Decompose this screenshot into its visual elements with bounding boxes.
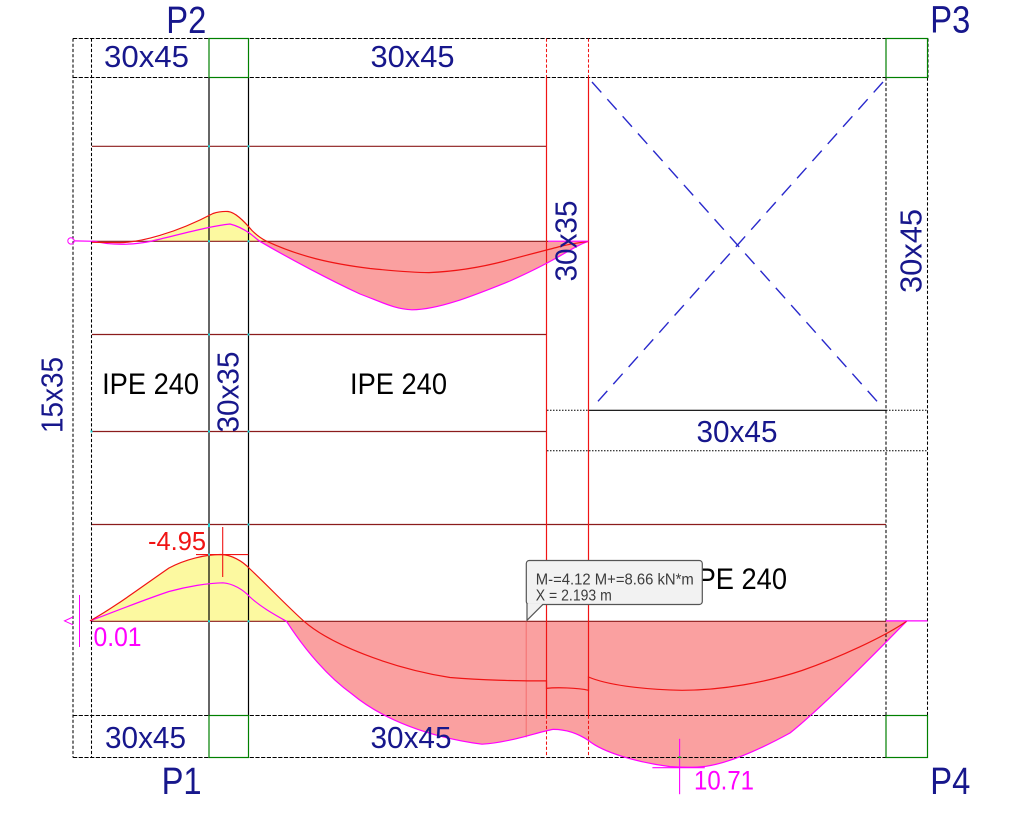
svg-text:15x35: 15x35 [35,357,70,433]
svg-text:IPE 240: IPE 240 [350,368,447,401]
svg-text:30x45: 30x45 [105,720,186,755]
svg-text:30x45: 30x45 [104,39,189,74]
svg-text:IPE 240: IPE 240 [102,368,199,401]
svg-text:0.01: 0.01 [94,622,142,652]
svg-text:30x45: 30x45 [697,414,778,449]
svg-text:30x35: 30x35 [549,201,584,282]
svg-text:30x35: 30x35 [211,352,246,433]
svg-text:-4.95: -4.95 [148,526,206,556]
svg-text:IPE 240: IPE 240 [690,563,787,596]
svg-text:P1: P1 [162,761,202,803]
svg-text:30x45: 30x45 [371,720,452,755]
svg-text:10.71: 10.71 [694,765,754,795]
svg-text:M-=4.12 M+=8.66 kN*m: M-=4.12 M+=8.66 kN*m [536,572,694,589]
svg-text:X = 2.193 m: X = 2.193 m [536,587,612,604]
svg-text:P3: P3 [930,0,970,42]
svg-text:30x45: 30x45 [894,209,929,293]
svg-text:P2: P2 [166,0,206,42]
svg-text:30x45: 30x45 [371,39,455,74]
svg-text:P4: P4 [930,761,970,803]
